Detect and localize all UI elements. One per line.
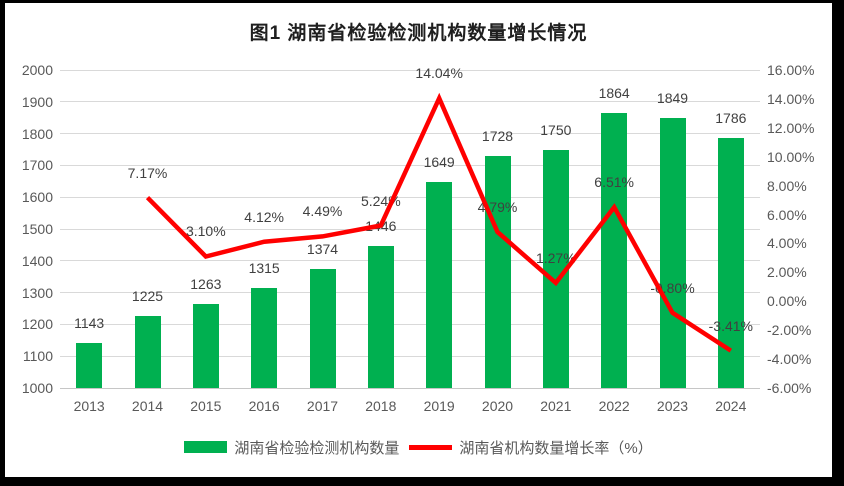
bar-value-label: 1864 xyxy=(598,85,630,102)
x-axis-label: 2024 xyxy=(715,398,747,414)
y-axis-tick-left: 1000 xyxy=(21,380,53,396)
bar-value-label: 1728 xyxy=(481,128,514,145)
y-axis-tick-right: 8.00% xyxy=(767,177,807,194)
y-axis-tick-left: 1800 xyxy=(21,125,53,142)
x-axis-label: 2016 xyxy=(248,398,280,414)
gridline xyxy=(60,355,760,357)
bar-2013 xyxy=(76,342,103,388)
growth-rate-label: -3.41% xyxy=(708,317,753,334)
gridline xyxy=(60,133,760,135)
x-axis-label: 2021 xyxy=(540,398,572,414)
bar-2017 xyxy=(309,269,336,388)
y-axis-tick-left: 1300 xyxy=(21,284,53,301)
x-axis-label: 2020 xyxy=(481,398,514,414)
y-axis-tick-right: 12.00% xyxy=(767,119,815,136)
bar-value-label: 1446 xyxy=(365,218,397,235)
x-axis-label: 2019 xyxy=(423,398,455,414)
y-axis-tick-right: -2.00% xyxy=(767,322,812,339)
growth-rate-label: 5.24% xyxy=(360,192,401,209)
y-axis-tick-right: 6.00% xyxy=(767,206,807,223)
bar-2014 xyxy=(134,316,161,388)
bar-value-label: 1263 xyxy=(190,276,222,293)
y-axis-tick-right: 16.00% xyxy=(767,62,815,78)
gridline xyxy=(60,387,760,389)
legend-bar-label: 湖南省检验检测机构数量 xyxy=(234,439,400,457)
y-axis-tick-right: -6.00% xyxy=(767,380,812,396)
bar-value-label: 1750 xyxy=(540,121,572,138)
y-axis-tick-left: 1400 xyxy=(21,252,53,269)
bar-value-label: 1786 xyxy=(715,110,747,127)
chart-title: 图1 湖南省检验检测机构数量增长情况 xyxy=(249,23,588,44)
bar-value-label: 1315 xyxy=(248,259,280,276)
bar-2016 xyxy=(251,287,278,388)
y-axis-tick-left: 1100 xyxy=(22,348,53,365)
bar-2024 xyxy=(717,138,744,388)
x-axis-label: 2017 xyxy=(306,398,339,414)
y-axis-tick-right: 10.00% xyxy=(767,148,815,165)
y-axis-tick-left: 1700 xyxy=(21,157,53,174)
bar-value-label: 1143 xyxy=(74,314,105,331)
x-axis-label: 2018 xyxy=(365,398,397,414)
bar-value-label: 1374 xyxy=(306,241,339,258)
growth-rate-label: -0.80% xyxy=(650,279,695,296)
bar-value-label: 1225 xyxy=(131,288,164,305)
bar-2021 xyxy=(542,149,569,388)
y-axis-tick-right: 14.00% xyxy=(767,90,815,107)
y-axis-tick-left: 1600 xyxy=(21,189,53,206)
bar-value-label: 1649 xyxy=(423,153,455,170)
bar-value-label: 1849 xyxy=(656,90,689,107)
y-axis-tick-right: 0.00% xyxy=(767,293,807,310)
growth-rate-label: 6.51% xyxy=(594,174,634,191)
legend-line-label: 湖南省机构数量增长率（%） xyxy=(459,439,653,457)
gridline xyxy=(60,260,760,262)
legend-bar-swatch xyxy=(184,441,228,453)
y-axis-tick-left: 2000 xyxy=(21,62,53,78)
growth-rate-label: 7.17% xyxy=(127,164,168,181)
chart-area: 图1 湖南省检验检测机构数量增长情况 2000 1900 1800 1700 1600 1… xyxy=(5,3,832,477)
bar-2018 xyxy=(367,246,394,388)
x-axis-label: 2013 xyxy=(73,398,105,414)
bar-2015 xyxy=(192,304,219,388)
y-axis-tick-left: 1900 xyxy=(21,93,53,110)
y-axis-tick-right: -4.00% xyxy=(767,351,812,368)
bar-2022 xyxy=(601,113,628,388)
y-axis-tick-left: 1200 xyxy=(21,316,53,333)
x-axis-label: 2023 xyxy=(656,398,689,414)
x-axis-label: 2014 xyxy=(131,398,164,414)
y-axis-tick-left: 1500 xyxy=(21,221,53,237)
gridline xyxy=(60,69,760,71)
y-axis-tick-right: 4.00% xyxy=(767,235,807,252)
bar-2019 xyxy=(426,181,453,388)
x-axis-label: 2022 xyxy=(598,398,630,414)
legend-line-swatch xyxy=(409,444,453,450)
legend: 湖南省检验检测机构数量 湖南省机构数量增长率（%） xyxy=(5,437,832,457)
gridline xyxy=(60,323,760,325)
growth-rate-label: 1.27% xyxy=(535,249,576,266)
growth-rate-label: 14.04% xyxy=(415,65,463,82)
growth-rate-label: 3.10% xyxy=(185,223,226,240)
y-axis-tick-right: 2.00% xyxy=(767,264,807,281)
bar-2023 xyxy=(659,118,686,388)
bar-2020 xyxy=(484,156,511,388)
growth-rate-label: 4.79% xyxy=(477,199,518,216)
x-axis-label: 2015 xyxy=(190,398,222,414)
